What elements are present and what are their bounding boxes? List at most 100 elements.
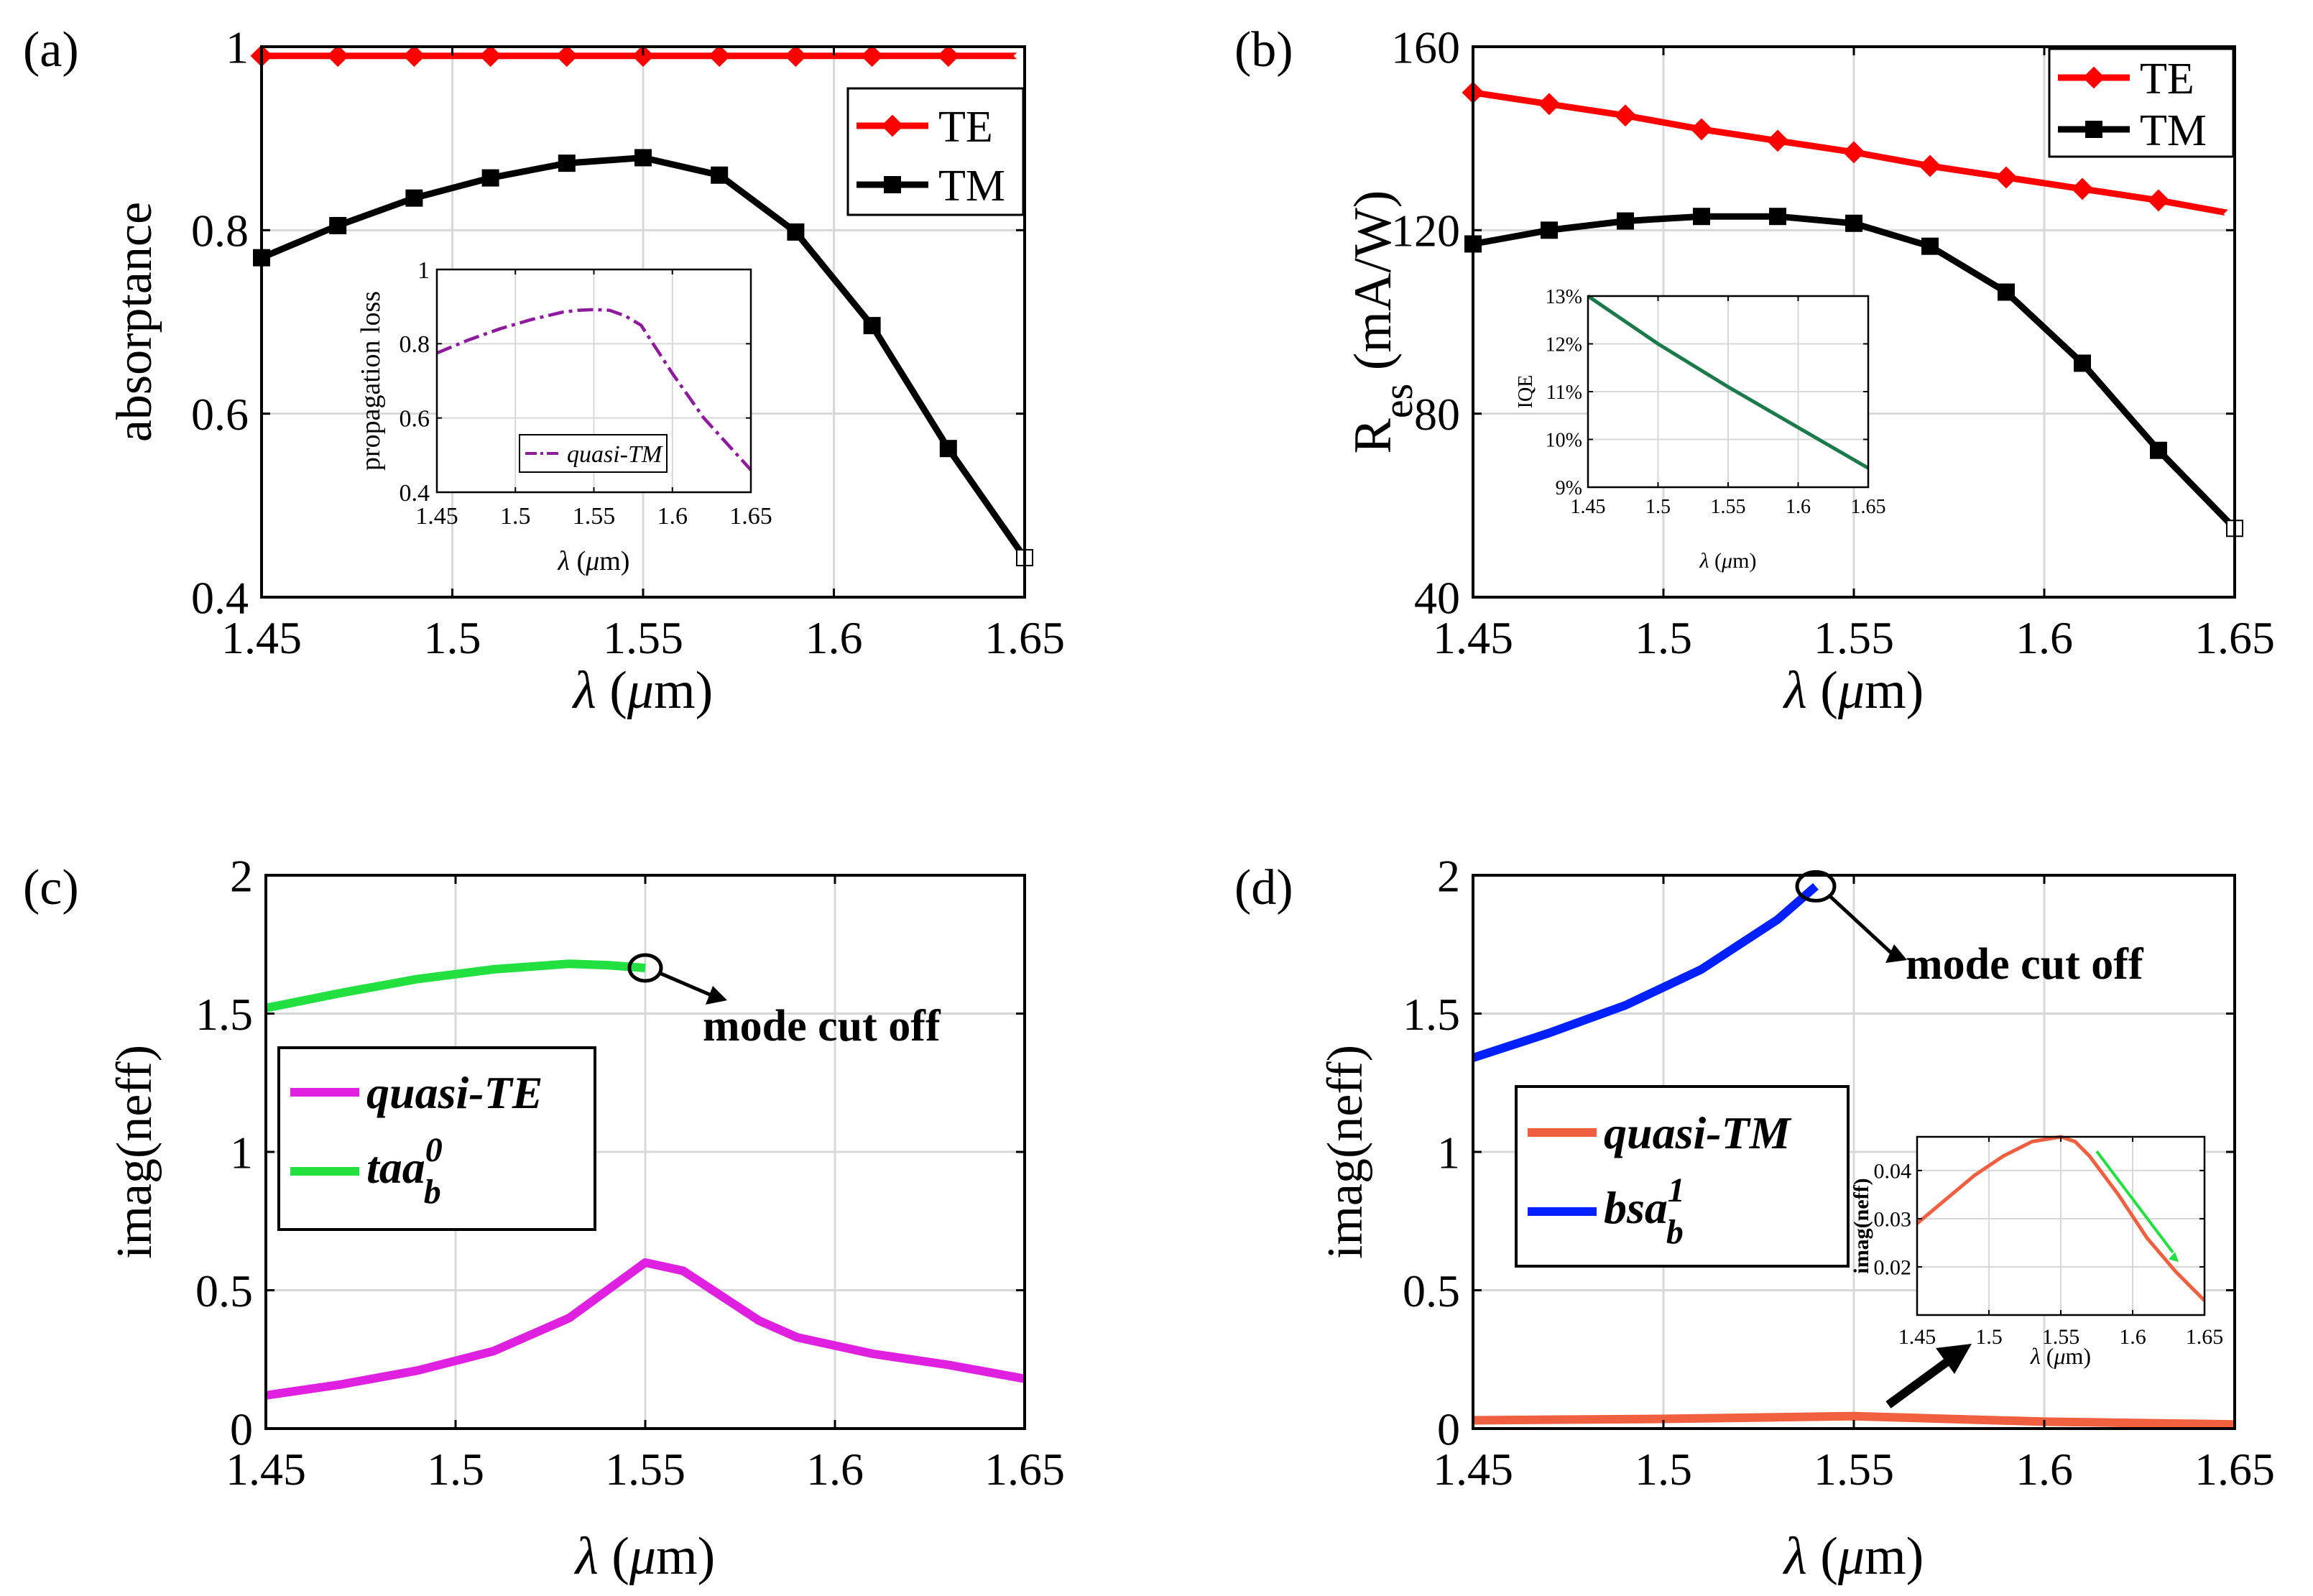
b-point-TM [1769, 208, 1786, 226]
d-inset-pointer-arrowhead [1936, 1344, 1972, 1374]
a-point-TM [939, 440, 957, 458]
c-legend-label-sup: 0 [425, 1131, 443, 1169]
b-xtick-label: 1.45 [1433, 612, 1513, 663]
d-inset-xtick-label: 1.55 [2042, 1325, 2080, 1349]
b-ylabel-units: (mA/W) [1344, 190, 1403, 384]
b-point-TM [1617, 212, 1634, 230]
b-point-TE [2147, 189, 2170, 212]
b-inset-xtick-label: 1.5 [1645, 496, 1671, 518]
a-ytick-label: 0.6 [191, 389, 249, 440]
a-point-TE [784, 45, 807, 68]
b-inset-ytick-label: 12% [1546, 333, 1582, 356]
d-xtick-label: 1.65 [2194, 1444, 2275, 1495]
a-legend-marker-TE [881, 114, 904, 137]
b-point-TE [1995, 166, 2018, 189]
b-legend-label: TM [2140, 106, 2207, 155]
d-ytick-label: 2 [1437, 850, 1460, 901]
a-inset-xlabel: λ (μm) [558, 546, 630, 576]
d-series-line-1 [1472, 882, 1819, 1062]
b-point-TE [2071, 177, 2094, 200]
b-point-TM [1845, 214, 1862, 232]
b-xtick-label: 1.55 [1814, 612, 1894, 663]
d-inset-series-0 [1916, 1135, 2206, 1302]
d-inset-xtick-label: 1.45 [1898, 1325, 1936, 1349]
b-ytick-label: 160 [1391, 22, 1460, 73]
b-point-TM [1998, 283, 2015, 301]
a-point-TM [787, 223, 805, 241]
d-cutoff-circle [1795, 870, 1837, 903]
a-point-TM [405, 189, 423, 207]
a-legend-label: TE [938, 103, 993, 152]
a-xtick-label: 1.55 [603, 612, 683, 663]
b-xtick-label: 1.65 [2194, 612, 2275, 663]
chart-layer: 1.45 1.5 1.55 1.6 1.65 0.4 0.6 0.8 1 λ (μm) absorp… [107, 22, 2275, 1586]
b-inset-ytick-label: 9% [1556, 477, 1582, 499]
b-xtick-label: 1.5 [1635, 612, 1692, 663]
d-legend-label-main: bsa [1604, 1182, 1668, 1233]
d-inset-xtick-label: 1.65 [2186, 1325, 2224, 1349]
b-point-TE [1690, 118, 1713, 141]
c-legend-box [277, 1046, 596, 1231]
b-inset-xtick-label: 1.55 [1711, 496, 1746, 518]
panel-label-a: (a) [23, 22, 79, 78]
d-ytick-label: 1.5 [1403, 989, 1460, 1040]
b-ytick-label: 120 [1391, 206, 1460, 257]
a-inset-series-0 [436, 308, 752, 471]
d-annotation: mode cut off [1906, 940, 2144, 989]
c-ytick-label: 1.5 [195, 989, 253, 1040]
b-point-TE [1614, 104, 1637, 127]
a-inset-xtick-label: 1.65 [729, 503, 772, 530]
a-legend-marker-TM [884, 176, 901, 193]
d-legend-label-math: bsa1 b [1604, 1171, 1685, 1251]
b-inset-series-0 [1587, 294, 1870, 470]
d-legend-label: quasi-TM [1604, 1107, 1792, 1158]
a-legend-label: TM [938, 162, 1005, 211]
a-xtick-label: 1.45 [221, 612, 302, 663]
d-xtick-label: 1.6 [2016, 1444, 2073, 1495]
c-ylabel: imag(neff) [107, 1045, 162, 1259]
c-legend-label-math: taa0 b [366, 1131, 443, 1211]
a-ylabel: absorptance [107, 202, 162, 442]
d-inset-ytick-label: 0.02 [1874, 1255, 1912, 1279]
a-point-TM [481, 169, 499, 187]
c-ytick-label: 0.5 [195, 1265, 253, 1316]
a-point-TE [708, 45, 731, 68]
d-xtick-label: 1.5 [1635, 1444, 1692, 1495]
a-inset-xtick-label: 1.5 [500, 503, 531, 530]
b-point-TE [1766, 129, 1789, 152]
a-ytick-label: 1 [226, 22, 249, 73]
a-point-TE [555, 45, 578, 68]
c-xtick-label: 1.5 [427, 1444, 484, 1495]
a-xtick-label: 1.5 [424, 612, 481, 663]
d-inset-xtick-label: 1.6 [2119, 1325, 2146, 1349]
d-inset-pointer-arrow [1885, 1358, 1950, 1408]
a-point-TM [863, 317, 881, 335]
a-inset-xtick-label: 1.6 [657, 503, 688, 530]
b-inset-xtick-label: 1.6 [1786, 496, 1811, 518]
a-inset-legend-label: quasi-TM [567, 441, 663, 468]
a-point-TM [711, 166, 729, 184]
panel-label-b: (b) [1234, 22, 1293, 78]
a-inset-ytick-label: 1 [417, 257, 430, 284]
b-inset-ytick-label: 10% [1546, 429, 1582, 451]
c-legend-label: quasi-TE [366, 1067, 543, 1118]
b-ytick-label: 80 [1414, 389, 1460, 440]
d-ytick-label: 0 [1437, 1403, 1460, 1454]
b-point-TM [2074, 354, 2091, 372]
b-inset-ytick-label: 11% [1546, 382, 1582, 404]
d-cutoff-arrow [1829, 895, 1893, 954]
c-annotation: mode cut off [703, 1002, 941, 1051]
a-inset-ytick-label: 0.4 [400, 480, 430, 507]
c-legend-label-sub: b [424, 1173, 441, 1211]
b-xtick-label: 1.6 [2016, 612, 2073, 663]
b-point-TE [1919, 154, 1942, 177]
d-xlabel: λ (μm) [1783, 1527, 1924, 1586]
b-xlabel: λ (μm) [1783, 661, 1924, 720]
a-inset-ylabel: propagation loss [356, 291, 386, 471]
c-xtick-label: 1.55 [605, 1444, 685, 1495]
c-ytick-label: 1 [230, 1127, 253, 1178]
d-xtick-label: 1.45 [1433, 1444, 1513, 1495]
a-inset-xtick-label: 1.55 [573, 503, 616, 530]
b-point-TM [1921, 237, 1939, 255]
